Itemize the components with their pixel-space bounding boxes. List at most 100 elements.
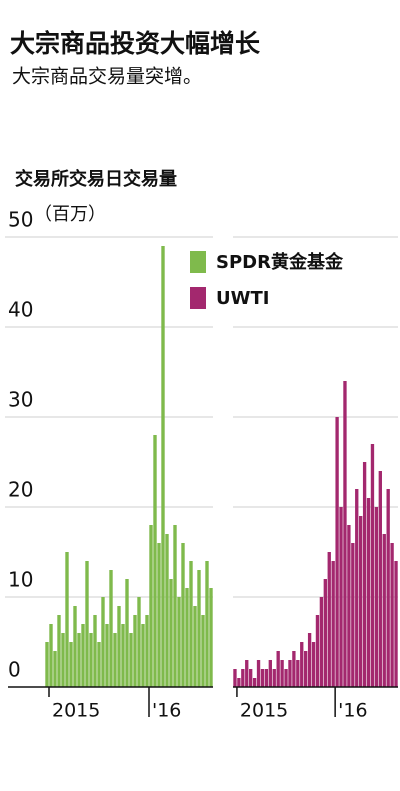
x-tick-label: 2015 [52, 700, 100, 722]
bar [327, 552, 331, 687]
legend-label: SPDR黄金基金 [216, 251, 344, 273]
bar [296, 660, 300, 687]
bar [209, 588, 213, 687]
bar [359, 516, 363, 687]
y-tick-label: 0 [8, 658, 21, 682]
bar [237, 678, 241, 687]
bar [145, 615, 149, 687]
bar [129, 633, 133, 687]
bar [260, 669, 265, 687]
x-tick-label: 2015 [240, 700, 288, 722]
bar [390, 543, 394, 687]
bar [347, 525, 351, 687]
bar [121, 624, 125, 687]
bar [65, 552, 69, 687]
bar [89, 633, 93, 687]
bar [331, 561, 335, 687]
bar [252, 678, 257, 687]
bar [161, 246, 165, 687]
bar [101, 597, 105, 687]
bar [343, 381, 347, 687]
y-tick-label: 40 [8, 298, 33, 322]
bar [280, 660, 284, 687]
bar [233, 669, 237, 687]
bar [165, 534, 169, 687]
bar [339, 507, 343, 687]
bar [105, 624, 109, 687]
legend-swatch [190, 287, 206, 309]
bar [307, 633, 312, 687]
bar [153, 435, 157, 687]
bar [249, 669, 253, 687]
bar [185, 588, 189, 687]
bar [197, 570, 201, 687]
bar [57, 615, 61, 687]
page-title: 大宗商品投资大幅增长 [10, 29, 261, 58]
bar [109, 570, 113, 687]
bar [201, 615, 205, 687]
legend-swatch [190, 251, 206, 273]
bar [53, 651, 57, 687]
bar [157, 543, 161, 687]
bar [177, 597, 181, 687]
bar [133, 615, 137, 687]
bar [394, 561, 398, 687]
bar [304, 651, 308, 687]
bar [292, 651, 296, 687]
bar [81, 624, 85, 687]
bar [181, 543, 185, 687]
bar [319, 597, 324, 687]
bar [117, 606, 121, 687]
bar [93, 615, 97, 687]
bar [378, 471, 382, 687]
bar [382, 534, 386, 687]
bar [300, 642, 304, 687]
bar [366, 498, 371, 687]
bar [85, 561, 89, 687]
bar [125, 579, 129, 687]
bar [169, 579, 173, 687]
bar [268, 660, 272, 687]
chart-title: 交易所交易日交易量 [15, 168, 177, 190]
bar [256, 660, 261, 687]
bar [141, 624, 145, 687]
bar [113, 633, 117, 687]
bar [311, 642, 316, 687]
bar [173, 525, 177, 687]
y-tick-label: 30 [8, 388, 33, 412]
bar [315, 615, 320, 687]
bar [386, 489, 390, 687]
bar [45, 642, 49, 687]
bar [193, 606, 197, 687]
x-tick-label: '16 [338, 700, 367, 722]
bar [374, 507, 379, 687]
bar [284, 669, 288, 687]
bar [73, 606, 77, 687]
bar [245, 660, 249, 687]
bar [149, 525, 153, 687]
bar [61, 633, 65, 687]
bar [241, 669, 245, 687]
bar [335, 417, 339, 687]
bar [323, 579, 327, 687]
bar [272, 669, 276, 687]
bar [351, 543, 355, 687]
bar [276, 651, 280, 687]
x-tick-label: '16 [152, 700, 181, 722]
bar [288, 660, 292, 687]
y-tick-label: 10 [8, 568, 33, 592]
bar [355, 489, 359, 687]
y-axis-label: （百万） [34, 204, 106, 225]
y-tick-label: 20 [8, 478, 33, 502]
legend-label: UWTI [216, 288, 269, 309]
bar [77, 633, 81, 687]
y-tick-label: 50 [8, 208, 33, 232]
page-subtitle: 大宗商品交易量突增。 [12, 66, 202, 88]
bar [264, 669, 269, 687]
bar [49, 624, 53, 687]
bar [362, 462, 367, 687]
bar [205, 561, 209, 687]
bar [137, 597, 141, 687]
bar [69, 642, 73, 687]
